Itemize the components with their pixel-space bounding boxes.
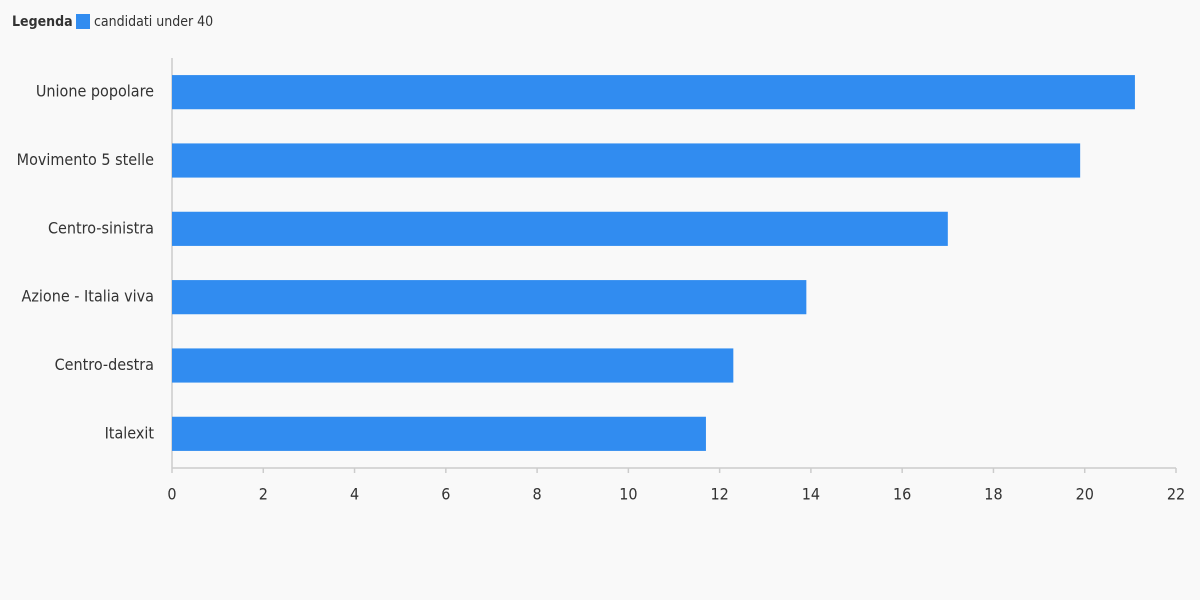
bar: [172, 348, 734, 383]
legend-title: Legenda: [12, 14, 73, 30]
bar: [172, 211, 948, 246]
bar: [172, 280, 807, 315]
legend-swatch: [76, 14, 90, 29]
x-tick-label: 2: [259, 485, 268, 504]
x-tick-label: 6: [441, 485, 450, 504]
bar: [172, 143, 1081, 178]
legend-label: candidati under 40: [94, 14, 213, 30]
bar: [172, 416, 706, 451]
x-tick-label: 20: [1076, 485, 1094, 504]
y-tick-label: Unione popolare: [36, 82, 154, 101]
x-tick-label: 4: [350, 485, 359, 504]
x-tick-label: 16: [893, 485, 911, 504]
x-tick-label: 22: [1167, 485, 1185, 504]
bar: [172, 75, 1135, 110]
x-tick-label: 10: [619, 485, 637, 504]
x-tick-label: 8: [533, 485, 542, 504]
y-tick-label: Centro-destra: [55, 355, 154, 374]
x-tick-label: 0: [167, 485, 176, 504]
x-tick-label: 18: [984, 485, 1002, 504]
y-tick-label: Italexit: [105, 423, 155, 442]
x-tick-label: 12: [710, 485, 728, 504]
y-tick-label: Azione - Italia viva: [22, 287, 154, 306]
x-tick-label: 14: [802, 485, 820, 504]
y-tick-label: Centro-sinistra: [48, 218, 154, 237]
y-tick-label: Movimento 5 stelle: [17, 150, 154, 169]
